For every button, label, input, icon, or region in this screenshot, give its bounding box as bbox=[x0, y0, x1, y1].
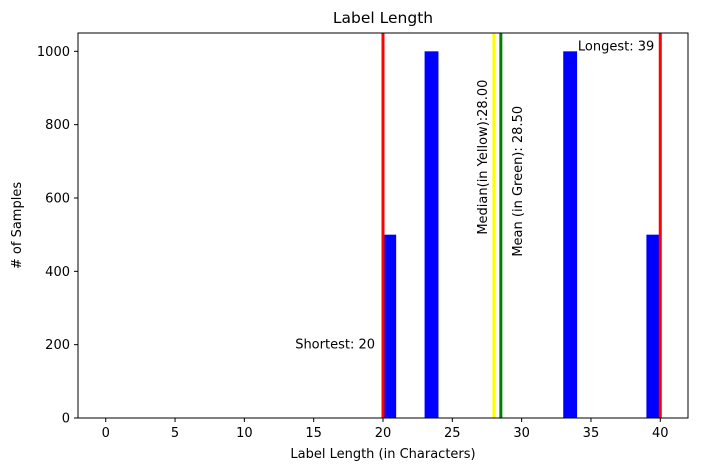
median-annotation: Median(in Yellow):28.00 bbox=[476, 80, 491, 235]
y-tick-label: 600 bbox=[45, 192, 70, 207]
bars-layer bbox=[383, 51, 661, 418]
y-tick-label: 1000 bbox=[37, 45, 70, 60]
bar-0 bbox=[383, 234, 397, 418]
x-tick-label: 10 bbox=[236, 426, 253, 441]
x-tick-label: 25 bbox=[444, 426, 461, 441]
x-tick-label: 15 bbox=[305, 426, 322, 441]
x-tick-label: 0 bbox=[102, 426, 110, 441]
bar-1 bbox=[424, 51, 439, 418]
x-tick-label: 40 bbox=[652, 426, 669, 441]
y-tick-label: 400 bbox=[45, 265, 70, 280]
y-tick-label: 200 bbox=[45, 338, 70, 353]
x-tick-label: 20 bbox=[375, 426, 392, 441]
chart-title: Label Length bbox=[333, 9, 433, 27]
longest-annotation: Longest: 39 bbox=[578, 39, 654, 54]
reference-lines bbox=[381, 33, 662, 418]
y-tick-label: 800 bbox=[45, 118, 70, 133]
bar-2 bbox=[563, 51, 578, 418]
shortest-annotation: Shortest: 20 bbox=[295, 338, 375, 353]
mean-annotation: Mean (in Green): 28.50 bbox=[511, 106, 526, 257]
x-axis-ticks: 0 5 10 15 20 25 30 35 40 bbox=[102, 418, 669, 441]
y-axis-label: # of Samples bbox=[10, 182, 25, 269]
x-axis-label: Label Length (in Characters) bbox=[290, 447, 475, 462]
bar-3 bbox=[646, 234, 661, 418]
x-tick-label: 30 bbox=[513, 426, 530, 441]
y-axis-ticks: 0 200 400 600 800 1000 bbox=[37, 45, 78, 427]
y-tick-label: 0 bbox=[62, 412, 70, 427]
x-tick-label: 5 bbox=[171, 426, 179, 441]
x-tick-label: 35 bbox=[583, 426, 600, 441]
